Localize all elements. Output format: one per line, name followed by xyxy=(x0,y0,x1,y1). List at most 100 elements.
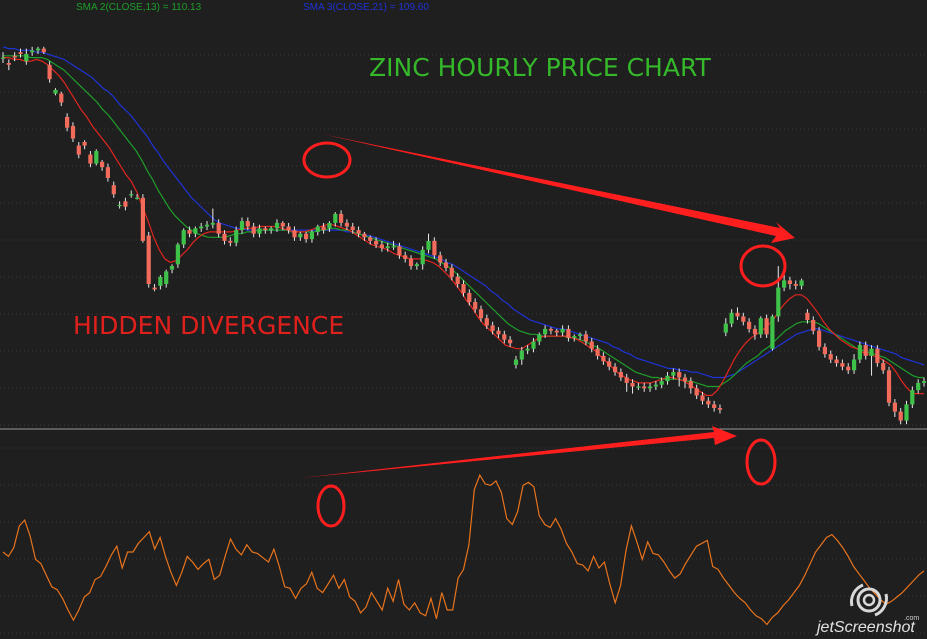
candle-down xyxy=(793,284,798,286)
candle-down xyxy=(292,230,297,238)
candle-up xyxy=(117,204,122,207)
candle-down xyxy=(222,233,227,241)
candle-down xyxy=(508,339,513,344)
candle-down xyxy=(706,400,711,405)
candle-up xyxy=(916,382,921,391)
candle-down xyxy=(811,320,816,331)
camera-lens-icon xyxy=(850,583,888,617)
candle-up xyxy=(0,57,6,59)
candle-up xyxy=(315,226,320,232)
highlight-circle-oscillator-2 xyxy=(745,438,777,486)
candle-down xyxy=(432,240,437,256)
candle-down xyxy=(735,312,740,317)
candle-down xyxy=(613,366,618,373)
candle-up xyxy=(257,228,262,234)
candle-up xyxy=(776,287,781,317)
candle-down xyxy=(630,382,635,387)
candle-down xyxy=(123,201,128,207)
candle-down xyxy=(59,93,64,103)
watermark-suffix: .com xyxy=(904,615,919,622)
candle-down xyxy=(642,386,647,389)
candle-down xyxy=(752,328,758,335)
candle-up xyxy=(770,316,775,349)
candle-up xyxy=(723,323,728,333)
candle-up xyxy=(164,271,169,284)
candle-down xyxy=(467,293,472,302)
candle-down xyxy=(863,345,868,356)
candle-up xyxy=(129,194,134,196)
candle-up xyxy=(636,386,641,388)
candle-down xyxy=(286,226,291,231)
candle-down xyxy=(787,280,792,284)
candle-down xyxy=(362,233,367,238)
candle-down xyxy=(747,321,752,329)
candle-down xyxy=(152,287,157,290)
candle-up xyxy=(782,280,787,288)
candle-down xyxy=(817,330,822,347)
candle-up xyxy=(857,345,862,360)
candle-down xyxy=(898,411,903,421)
candle-up xyxy=(135,197,140,199)
candle-down xyxy=(484,318,489,326)
candle-down xyxy=(187,230,192,234)
sma13-label: SMA 2(CLOSE,13) = 110.13 xyxy=(76,2,202,13)
candle-down xyxy=(449,267,454,277)
watermark-text: jetScreenshot xyxy=(815,619,915,636)
candle-down xyxy=(18,52,23,54)
watermark: jetScreenshot .com xyxy=(815,583,919,636)
candle-up xyxy=(578,334,583,337)
candle-up xyxy=(653,384,658,387)
candle-down xyxy=(47,64,52,80)
candle-down xyxy=(624,377,629,383)
candle-up xyxy=(420,249,425,265)
candle-down xyxy=(216,222,221,234)
candle-up xyxy=(671,372,676,376)
candle-down xyxy=(443,262,449,268)
candle-down xyxy=(280,222,285,227)
candle-down xyxy=(356,230,361,234)
candle-down xyxy=(846,366,851,371)
candle-down xyxy=(682,377,688,382)
candle-down xyxy=(251,226,256,234)
candle-up xyxy=(30,50,35,53)
grid-lines xyxy=(0,54,927,634)
candle-down xyxy=(589,341,594,349)
candle-down xyxy=(834,359,839,364)
candle-down xyxy=(455,276,460,284)
candle-down xyxy=(408,258,414,267)
candle-down xyxy=(65,116,70,128)
annotations xyxy=(300,134,795,528)
candle-up xyxy=(531,341,536,349)
candle-up xyxy=(169,266,175,270)
candle-down xyxy=(350,226,355,231)
candle-up xyxy=(309,231,314,240)
candles xyxy=(0,46,927,425)
candle-down xyxy=(245,221,250,227)
candle-down xyxy=(82,142,87,146)
candle-down xyxy=(339,213,344,223)
candle-up xyxy=(298,233,303,238)
candle-up xyxy=(869,348,874,356)
candle-down xyxy=(881,363,886,371)
candle-up xyxy=(234,230,239,243)
candle-down xyxy=(111,185,116,195)
candle-up xyxy=(193,228,198,234)
candle-up xyxy=(659,381,664,385)
candle-down xyxy=(321,226,326,231)
candle-down xyxy=(41,48,46,53)
candle-up xyxy=(910,390,915,405)
highlight-circle-oscillator-1 xyxy=(316,484,346,528)
candle-down xyxy=(496,330,501,335)
highlight-circle-price-2 xyxy=(739,244,787,288)
candle-down xyxy=(100,161,105,168)
candle-down xyxy=(263,228,268,231)
candle-up xyxy=(24,54,29,62)
candle-up xyxy=(333,213,338,223)
candle-down xyxy=(438,255,443,263)
candle-up xyxy=(729,312,734,324)
candle-up xyxy=(327,222,332,229)
candle-down xyxy=(228,240,233,243)
candle-up xyxy=(647,386,653,389)
candle-down xyxy=(403,255,408,259)
